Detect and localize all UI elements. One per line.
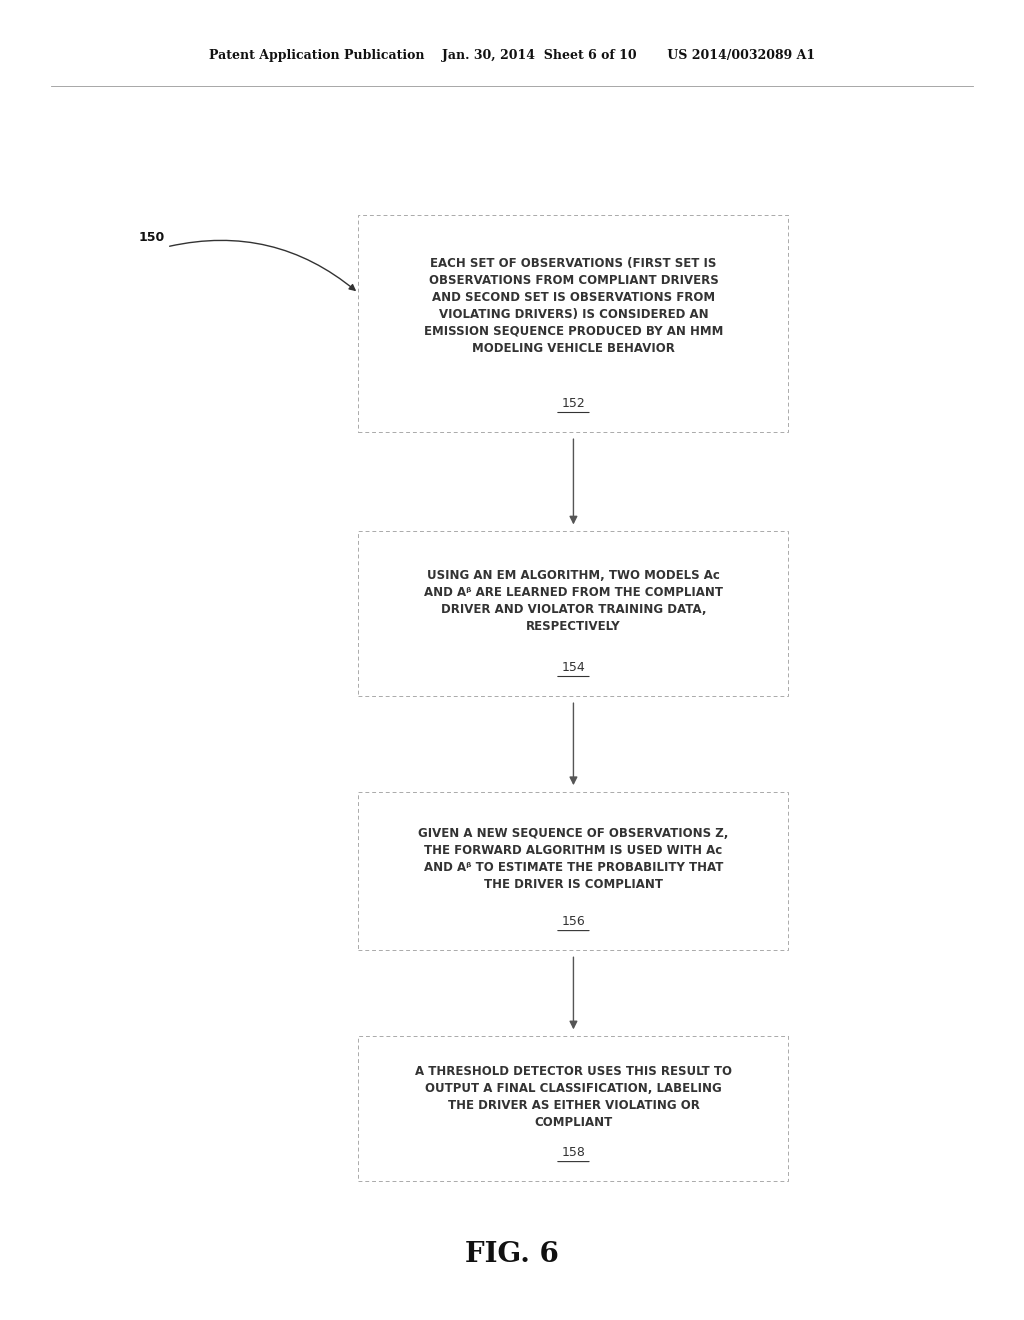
Text: Patent Application Publication    Jan. 30, 2014  Sheet 6 of 10       US 2014/003: Patent Application Publication Jan. 30, …: [209, 49, 815, 62]
Text: 156: 156: [561, 915, 586, 928]
Text: 152: 152: [561, 397, 586, 409]
Text: A THRESHOLD DETECTOR USES THIS RESULT TO
OUTPUT A FINAL CLASSIFICATION, LABELING: A THRESHOLD DETECTOR USES THIS RESULT TO…: [415, 1065, 732, 1129]
FancyBboxPatch shape: [358, 214, 788, 433]
FancyBboxPatch shape: [358, 1036, 788, 1181]
Text: EACH SET OF OBSERVATIONS (FIRST SET IS
OBSERVATIONS FROM COMPLIANT DRIVERS
AND S: EACH SET OF OBSERVATIONS (FIRST SET IS O…: [424, 257, 723, 355]
Text: 150: 150: [138, 231, 165, 244]
Text: FIG. 6: FIG. 6: [465, 1241, 559, 1267]
Text: GIVEN A NEW SEQUENCE OF OBSERVATIONS Z,
THE FORWARD ALGORITHM IS USED WITH Aᴄ
AN: GIVEN A NEW SEQUENCE OF OBSERVATIONS Z, …: [418, 826, 729, 891]
Text: USING AN EM ALGORITHM, TWO MODELS Aᴄ
AND Aᵝ ARE LEARNED FROM THE COMPLIANT
DRIVE: USING AN EM ALGORITHM, TWO MODELS Aᴄ AND…: [424, 569, 723, 632]
FancyBboxPatch shape: [358, 792, 788, 950]
Text: 158: 158: [561, 1146, 586, 1159]
FancyBboxPatch shape: [358, 531, 788, 697]
Text: 154: 154: [561, 661, 586, 673]
